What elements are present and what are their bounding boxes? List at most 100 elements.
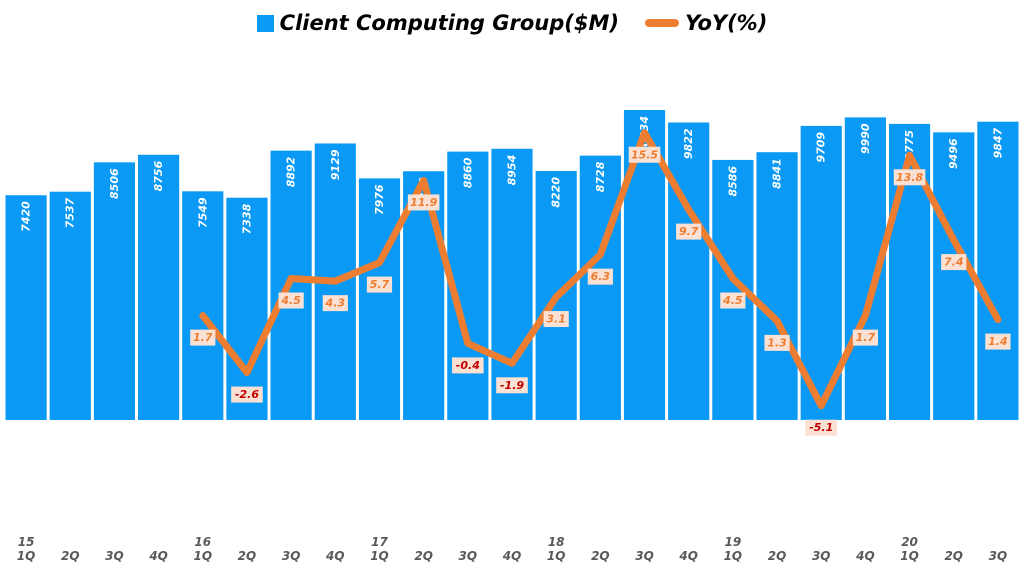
x-tick-quarter-14: 3Q [635,549,654,563]
yoy-label-5: 11.9 [410,196,437,209]
yoy-label-box-6 [452,357,484,374]
line-layer [199,129,1002,410]
x-tick-quarter-2: 3Q [105,549,124,563]
x-tick-quarter-13: 2Q [591,549,610,563]
x-tick-year-4: 16 [194,535,211,549]
yoy-label-box-18 [985,333,1011,350]
yoy-label-box-17 [941,254,967,271]
bar-label-17: 8841 [771,158,784,189]
yoy-label-4: 5.7 [370,278,390,291]
bar-label-3: 8756 [152,160,165,191]
yoy-label-box-12 [720,292,746,309]
bar-label-6: 8892 [285,156,298,187]
bar-label-1: 7537 [64,197,77,228]
bar-17 [756,152,798,420]
yoy-label-3: 4.3 [325,297,346,310]
yoy-label-15: 1.7 [856,331,876,344]
bar-4 [182,191,224,420]
x-tick-quarter-6: 3Q [282,549,301,563]
legend-label-line: YoY(%) [684,11,768,35]
yoy-label-13: 1.3 [767,336,787,349]
x-tick-quarter-16: 1Q [724,549,743,563]
x-tick-quarter-9: 2Q [414,549,433,563]
bar-21 [933,132,975,420]
bar-3 [138,154,180,420]
bar-15 [668,122,710,420]
yoy-label-17: 7.4 [944,256,964,269]
yoy-label-box-8 [543,311,569,328]
yoy-label-10: 15.5 [631,148,658,161]
bar-label-22: 9847 [991,127,1004,158]
x-tick-quarter-11: 4Q [502,549,522,563]
x-tick-quarter-1: 2Q [61,549,80,563]
x-tick-quarter-7: 4Q [325,549,345,563]
x-tick-quarter-21: 2Q [944,549,963,563]
x-tick-year-8: 17 [371,535,388,549]
x-tick-year-16: 19 [725,535,742,549]
x-tick-quarter-22: 3Q [989,549,1008,563]
yoy-label-18: 1.4 [988,335,1008,348]
legend: Client Computing Group($M) YoY(%) [0,6,1024,40]
yoy-label-6: -0.4 [456,359,480,372]
x-tick-quarter-0: 1Q [17,549,36,563]
bar-0 [5,195,47,420]
yoy-label-2: 4.5 [280,294,301,307]
bar-label-20: 9775 [903,130,916,161]
yoy-label-16: 13.8 [896,171,923,184]
yoy-label-box-0 [190,329,216,346]
x-tick-year-12: 18 [548,535,565,549]
yoy-label-box-11 [676,223,702,240]
bar-8 [358,178,401,420]
yoy-label-0: 1.7 [193,331,213,344]
yoy-label-box-5 [407,194,440,211]
x-tick-quarter-15: 4Q [678,549,698,563]
yoy-label-box-13 [764,334,790,351]
bar-label-18: 9709 [815,132,828,163]
yoy-label-14: -5.1 [809,421,833,434]
x-tick-quarter-8: 1Q [370,549,389,563]
bar-13 [579,155,621,420]
bar-2 [93,162,136,420]
legend-line-swatch [644,19,679,27]
x-tick-quarter-20: 1Q [900,549,919,563]
bar-label-0: 7420 [20,201,33,232]
yoy-label-box-1 [231,386,263,403]
yoy-label-9: 6.3 [591,270,611,283]
bar-label-10: 8860 [461,157,474,188]
bar-label-19: 9990 [859,123,872,154]
yoy-label-box-10 [628,146,661,163]
yoy-label-11: 9.7 [679,225,699,238]
bar-label-13: 8728 [594,161,607,192]
yoy-label-box-2 [278,292,304,309]
x-tick-quarter-12: 1Q [547,549,566,563]
yoy-label-box-16 [893,169,926,186]
x-tick-quarter-17: 2Q [768,549,787,563]
x-tick-quarter-18: 3Q [812,549,831,563]
x-tick-quarter-19: 4Q [855,549,875,563]
yoy-line [199,129,1002,410]
yoy-label-12: 4.5 [722,294,743,307]
yoy-label-box-15 [852,329,878,346]
bar-label-21: 9496 [947,138,960,169]
bar-label-16: 8586 [726,166,739,197]
bar-22 [977,121,1019,420]
bar-1 [49,191,91,420]
line-labels-layer: 1.7 -2.6 4.5 4.3 5.7 11.9 -0.4 -1.9 3.1 6.3 15.5 9.… [190,146,1011,436]
legend-item-line: YoY(%) [644,11,768,35]
bars-layer [5,110,1019,421]
x-tick-year-20: 20 [901,535,918,549]
bar-label-4: 7549 [196,197,209,228]
yoy-label-box-9 [587,268,613,285]
bar-label-5: 7338 [240,203,253,234]
bar-label-7: 9129 [329,149,342,180]
yoy-label-7: -1.9 [500,379,524,392]
yoy-label-box-7 [496,377,528,394]
yoy-label-8: 3.1 [546,313,566,326]
bar-label-8: 7976 [373,184,386,215]
legend-bar-swatch [256,14,274,32]
x-tick-year-0: 15 [18,535,35,549]
bar-11 [491,148,533,420]
bar-label-15: 9822 [682,128,695,159]
